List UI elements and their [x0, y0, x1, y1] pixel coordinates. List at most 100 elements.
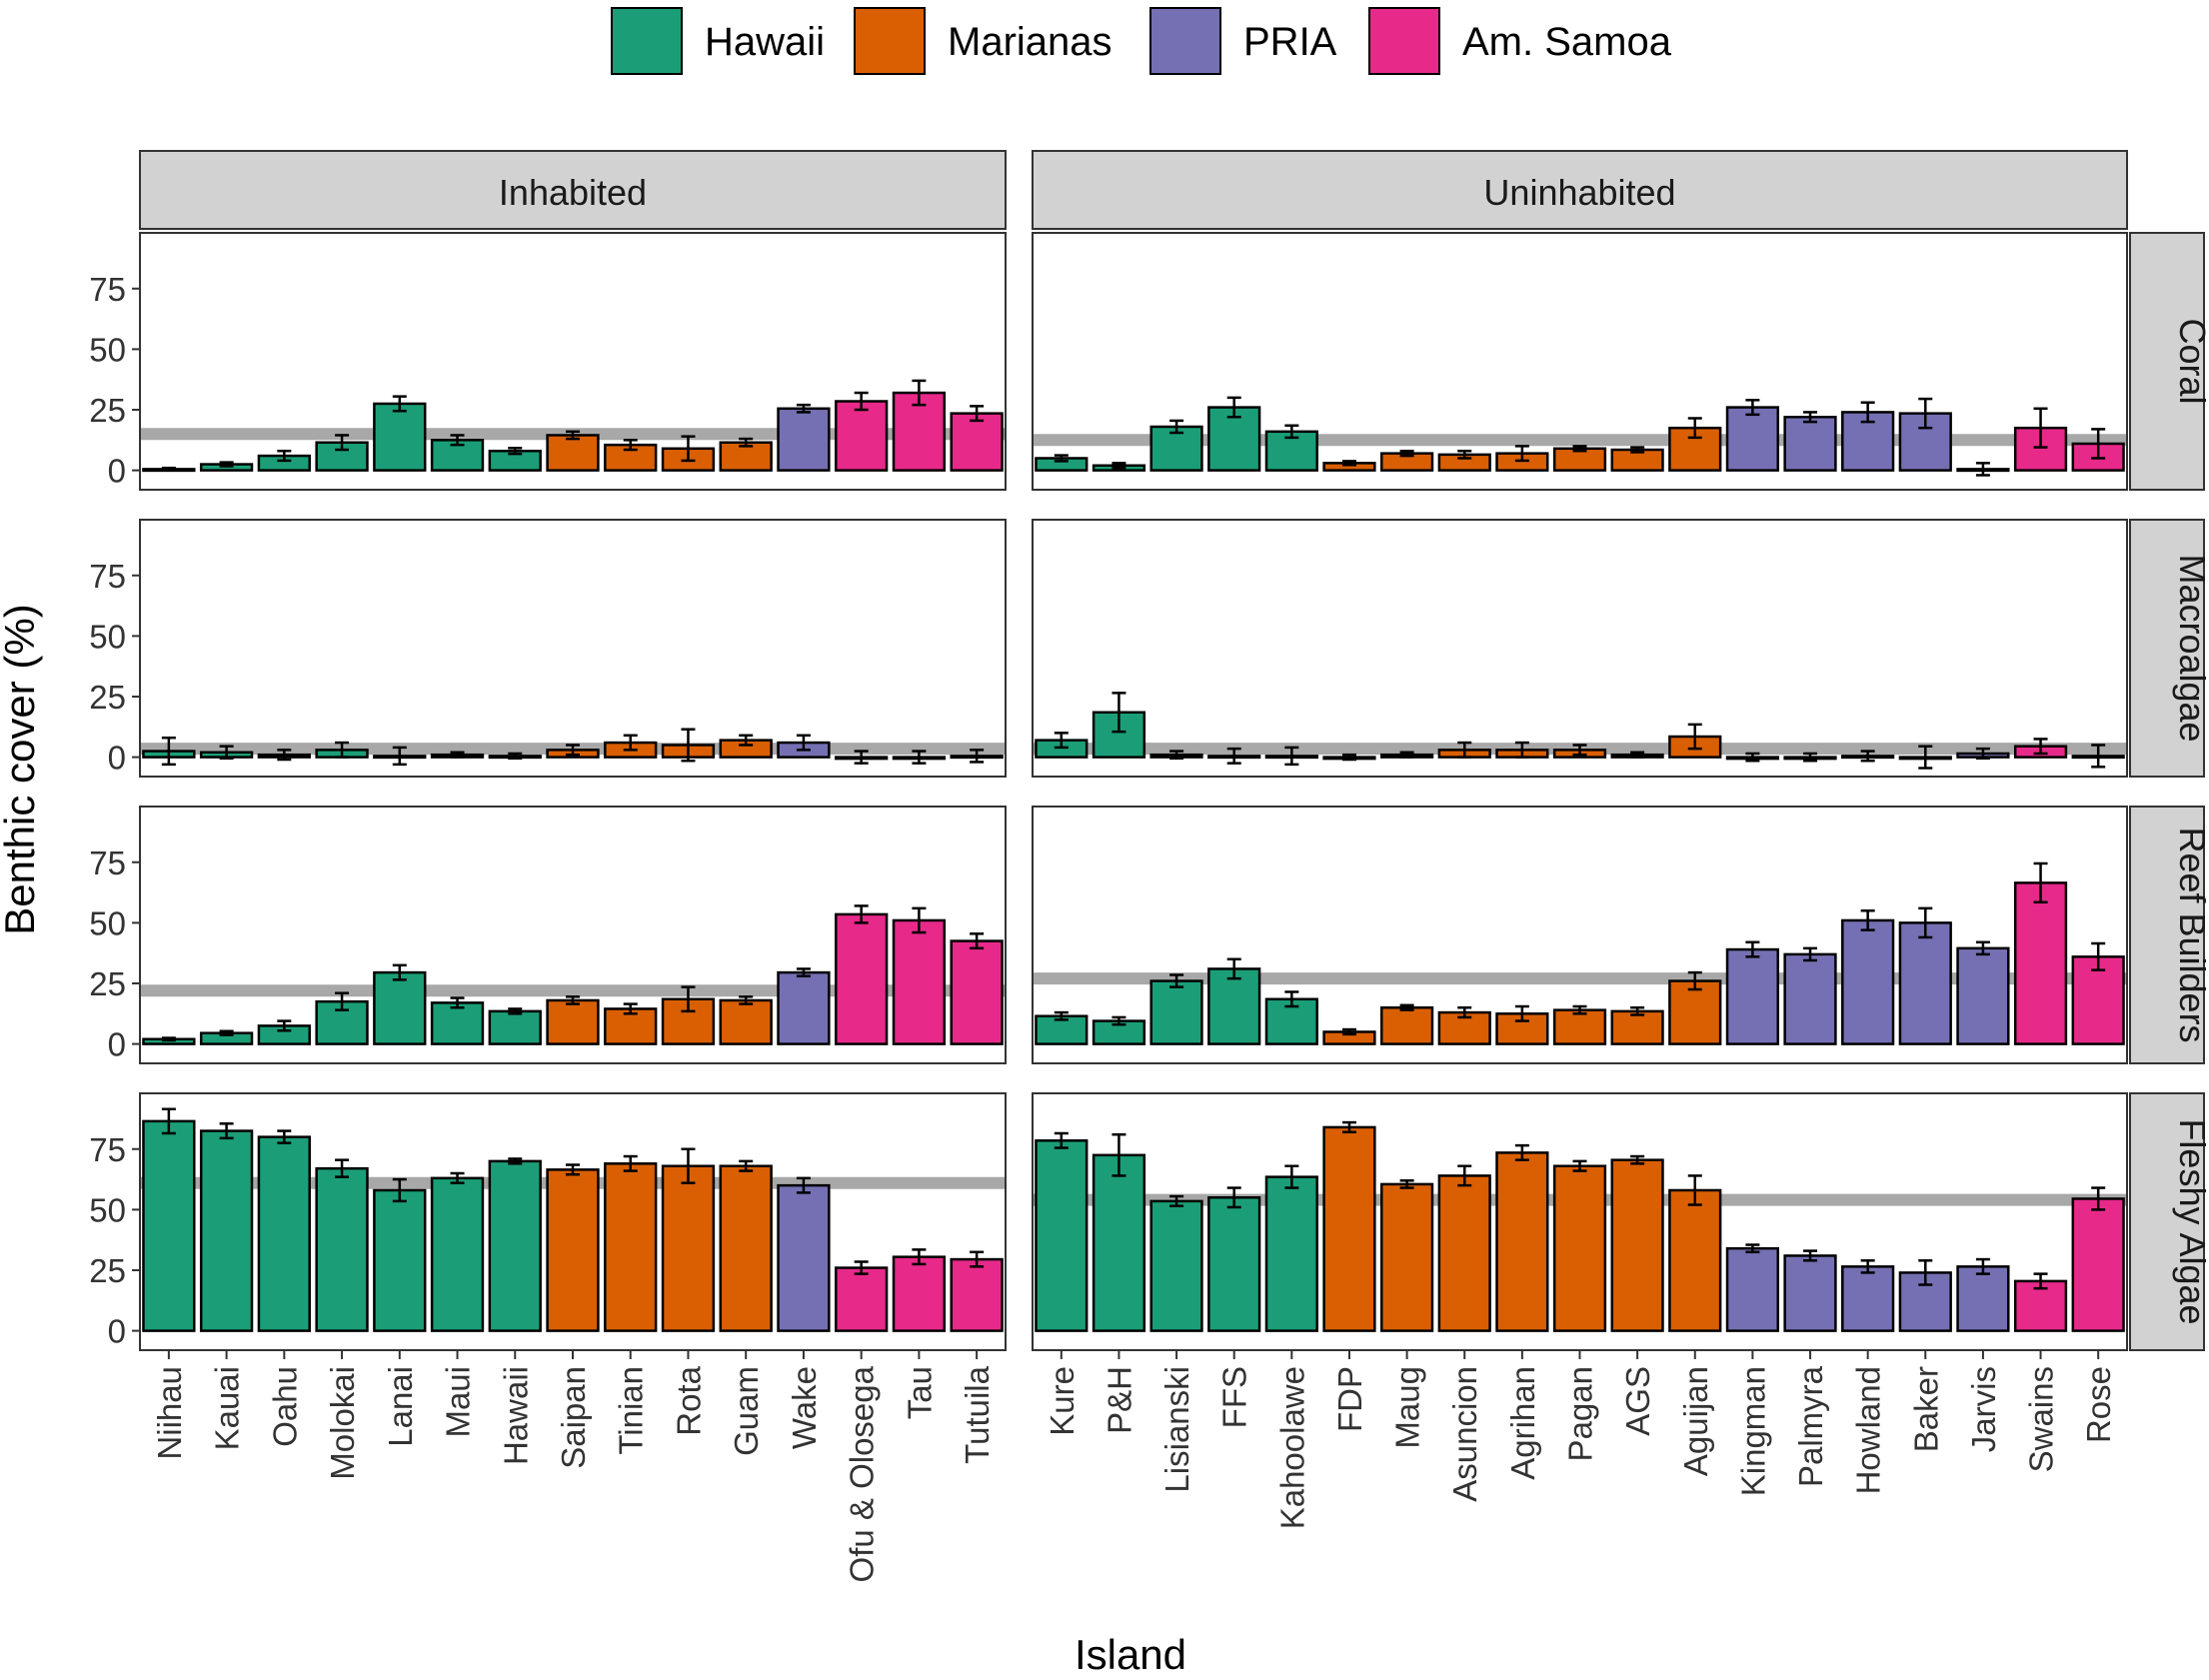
x-tick-label: Swains: [2023, 1366, 2060, 1472]
bar: [1956, 1265, 2010, 1332]
bar: [661, 1164, 716, 1332]
panel-border: [139, 519, 1007, 778]
y-tick-label: 75: [89, 844, 126, 881]
bar: [950, 412, 1004, 472]
x-tick-label: Palmyra: [1792, 1365, 1829, 1487]
x-tick-label: Niihau: [151, 1366, 188, 1460]
y-tick-label: 50: [89, 331, 126, 368]
x-tick-label: AGS: [1619, 1366, 1656, 1436]
x-tick-label: FDP: [1331, 1366, 1368, 1432]
panel-border: [139, 232, 1007, 491]
x-tick-label: Hawaii: [497, 1366, 534, 1465]
row-strip-label-coral: Coral: [2172, 318, 2209, 404]
panel-macroalgae-inhabited: [139, 519, 1007, 778]
bar: [1495, 1151, 1549, 1332]
x-tick-label: Lisianski: [1158, 1366, 1195, 1493]
x-tick-label: Baker: [1907, 1366, 1944, 1452]
x-tick-label: Asuncion: [1446, 1366, 1483, 1502]
x-tick-label: Aguijan: [1677, 1366, 1714, 1476]
x-tick-label: P&H: [1101, 1366, 1137, 1434]
legend-label-amsamoa: Am. Samoa: [1462, 20, 1672, 64]
bar: [1149, 1199, 1203, 1332]
bar: [950, 939, 1004, 1045]
legend-label-marianas: Marianas: [948, 20, 1112, 64]
y-tick-label: 0: [108, 1026, 126, 1063]
bar: [1668, 979, 1722, 1045]
y-axes: 0 25 50 75 0 25 50 75 0 25 50 75 0 25 50 75: [89, 271, 140, 1350]
facet-panels: [139, 232, 2128, 1351]
panel-fleshy-algae-inhabited: [139, 1092, 1007, 1351]
row-strip-label-fleshy-algae: Fleshy Algae: [2172, 1118, 2209, 1324]
x-axis-title: Island: [1075, 1631, 1186, 1678]
bar: [1437, 1174, 1491, 1332]
x-tick-label: Kauai: [209, 1366, 246, 1450]
x-tick-label: Kure: [1044, 1366, 1081, 1436]
row-strip-label-macroalgae: Macroalgae: [2172, 554, 2209, 742]
panel-fleshy-algae-uninhabited: [1032, 1092, 2128, 1351]
y-tick-label: 25: [89, 965, 126, 1002]
x-tick-label: Agrihan: [1504, 1366, 1541, 1480]
bar: [430, 1176, 485, 1332]
y-tick-label: 50: [89, 1191, 126, 1228]
bar: [1898, 921, 1952, 1045]
x-tick-label: Rose: [2080, 1366, 2117, 1443]
legend-key-marianas: [854, 7, 926, 75]
bar: [373, 970, 427, 1045]
bar: [1956, 946, 2010, 1045]
x-tick-label: Oahu: [266, 1366, 303, 1447]
bar: [1149, 979, 1203, 1045]
x-tick-label: Pagan: [1562, 1366, 1599, 1461]
x-tick-label: Rota: [670, 1365, 707, 1435]
y-tick-label: 50: [89, 904, 126, 941]
bar: [373, 1188, 427, 1332]
panel-background: [140, 520, 1006, 777]
panel-reef-builders-uninhabited: [1032, 806, 2128, 1064]
x-tick-label: Howland: [1850, 1366, 1887, 1494]
legend: Hawaii Marianas PRIA Am. Samoa: [611, 7, 1672, 75]
bar: [1841, 918, 1895, 1045]
bar: [488, 1009, 542, 1045]
bar: [1841, 1265, 1895, 1332]
bar: [430, 1001, 485, 1045]
legend-key-amsamoa: [1368, 7, 1440, 75]
bar: [142, 1119, 196, 1332]
bar: [315, 1166, 369, 1332]
bar: [1207, 967, 1261, 1045]
bar: [835, 400, 889, 472]
row-strip-fleshy-algae: [2129, 1092, 2205, 1351]
x-tick-label: Ofu & Olosega: [844, 1365, 881, 1582]
bar: [1092, 1153, 1146, 1332]
x-tick-label: FFS: [1216, 1366, 1253, 1428]
bar: [1322, 1125, 1376, 1332]
y-tick-label: 75: [89, 1131, 126, 1168]
bar: [546, 1168, 600, 1332]
x-tick-label: Guam: [728, 1366, 765, 1456]
x-tick-label: Saipan: [555, 1366, 592, 1469]
bar: [892, 1255, 947, 1332]
bar: [719, 1164, 773, 1332]
panel-coral-uninhabited: [1032, 232, 2128, 491]
y-tick-label: 25: [89, 392, 126, 429]
y-tick-label: 25: [89, 679, 126, 716]
bar: [1783, 416, 1837, 472]
x-axes: Niihau Kauai Oahu Molokai Lanai Maui Hawaii Sai…: [151, 1350, 2117, 1582]
bar: [2013, 881, 2068, 1045]
x-tick-label: Tinian: [613, 1366, 650, 1455]
x-tick-label: Kingman: [1734, 1366, 1771, 1496]
bar: [373, 402, 427, 472]
bar: [1552, 1164, 1607, 1332]
bar: [950, 1257, 1004, 1332]
panel-border: [1032, 519, 2128, 778]
y-tick-label: 0: [108, 1313, 126, 1350]
bar: [835, 912, 889, 1045]
x-tick-label: Tutuila: [959, 1365, 996, 1463]
y-tick-label: 75: [89, 558, 126, 595]
panel-coral-inhabited: [139, 232, 1007, 491]
y-tick-label: 25: [89, 1252, 126, 1289]
x-tick-label: Tau: [901, 1366, 938, 1419]
bar: [604, 1162, 658, 1332]
panel-border: [1032, 232, 2128, 491]
bar: [777, 407, 831, 472]
bar: [488, 1159, 542, 1332]
x-tick-label: Lanai: [382, 1366, 419, 1447]
